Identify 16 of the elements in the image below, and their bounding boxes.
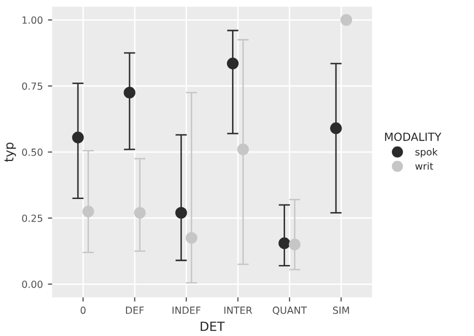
y-tick-label: 0.25: [22, 214, 42, 222]
y-tick-label: 0.50: [22, 148, 42, 156]
x-axis-title: DET: [200, 322, 225, 331]
x-tick-label: SIM: [333, 306, 349, 314]
x-tick-label: 0: [80, 306, 86, 314]
x-tick-label: INTER: [224, 306, 252, 314]
legend-title: MODALITY: [385, 132, 442, 141]
x-tick-label: INDEF: [172, 306, 200, 314]
y-tick-label: 0.00: [22, 280, 42, 288]
y-axis-title: typ: [4, 142, 16, 162]
legend-label: spok: [415, 148, 438, 158]
y-tick-label: 0.75: [22, 82, 42, 90]
x-tick-label: DEF: [126, 306, 144, 314]
y-tick-label: 1.00: [22, 16, 42, 24]
legend-label: writ: [415, 162, 434, 170]
x-tick-label: QUANT: [272, 306, 307, 316]
